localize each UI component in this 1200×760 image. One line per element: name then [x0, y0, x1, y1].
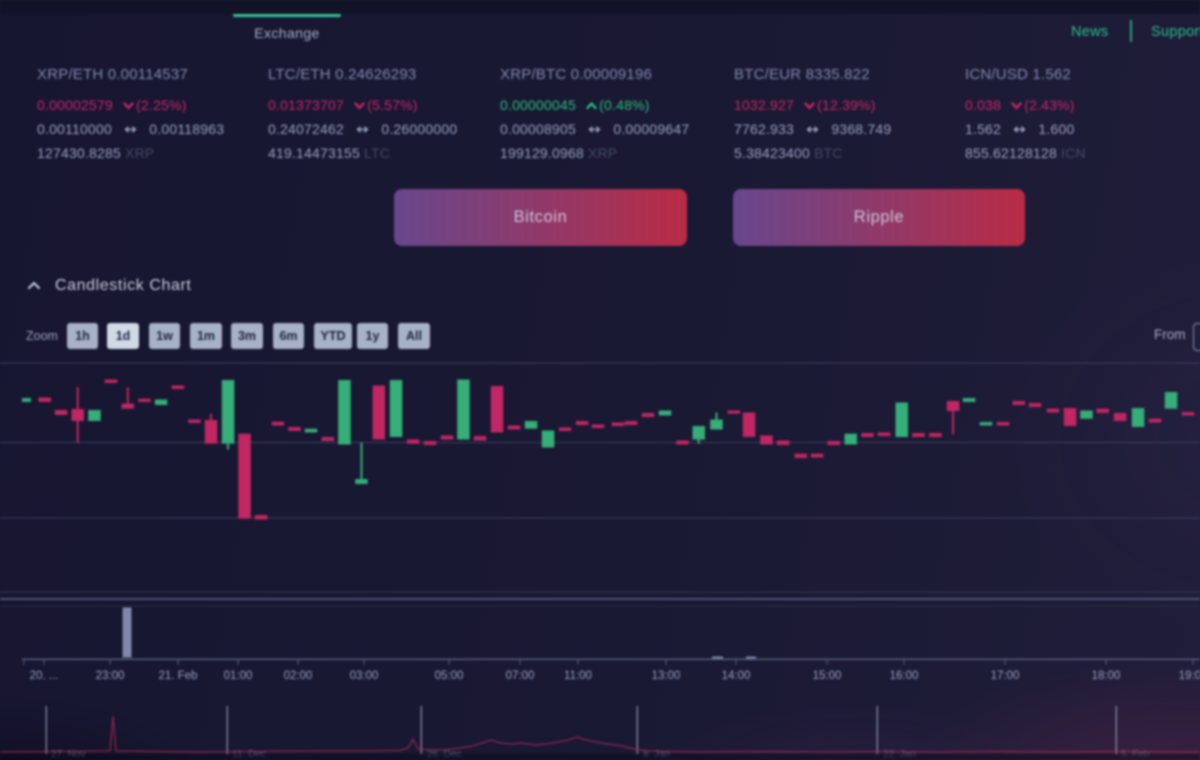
svg-text:8. Jan: 8. Jan: [643, 749, 670, 760]
svg-text:26. Dec: 26. Dec: [427, 749, 461, 760]
svg-text:15:00: 15:00: [813, 670, 842, 682]
svg-text:05:00: 05:00: [435, 670, 464, 682]
svg-text:5. Feb: 5. Feb: [1121, 749, 1150, 760]
svg-text:23:00: 23:00: [96, 670, 125, 682]
svg-text:20. ...: 20. ...: [30, 670, 59, 682]
svg-text:19:00: 19:00: [1179, 670, 1200, 682]
svg-text:01:00: 01:00: [224, 670, 253, 682]
svg-text:17:00: 17:00: [991, 670, 1020, 682]
svg-text:22. Jan: 22. Jan: [883, 749, 916, 760]
svg-text:27. Nov: 27. Nov: [51, 749, 85, 760]
svg-text:16:00: 16:00: [890, 670, 919, 682]
svg-text:11:00: 11:00: [564, 670, 592, 682]
svg-text:18:00: 18:00: [1092, 670, 1121, 682]
svg-text:21. Feb: 21. Feb: [159, 670, 198, 682]
svg-text:13:00: 13:00: [652, 670, 681, 682]
svg-text:11. Dec: 11. Dec: [232, 749, 266, 760]
svg-text:07:00: 07:00: [506, 670, 535, 682]
svg-text:14:00: 14:00: [722, 670, 751, 682]
svg-text:02:00: 02:00: [284, 670, 313, 682]
svg-text:03:00: 03:00: [350, 670, 379, 682]
